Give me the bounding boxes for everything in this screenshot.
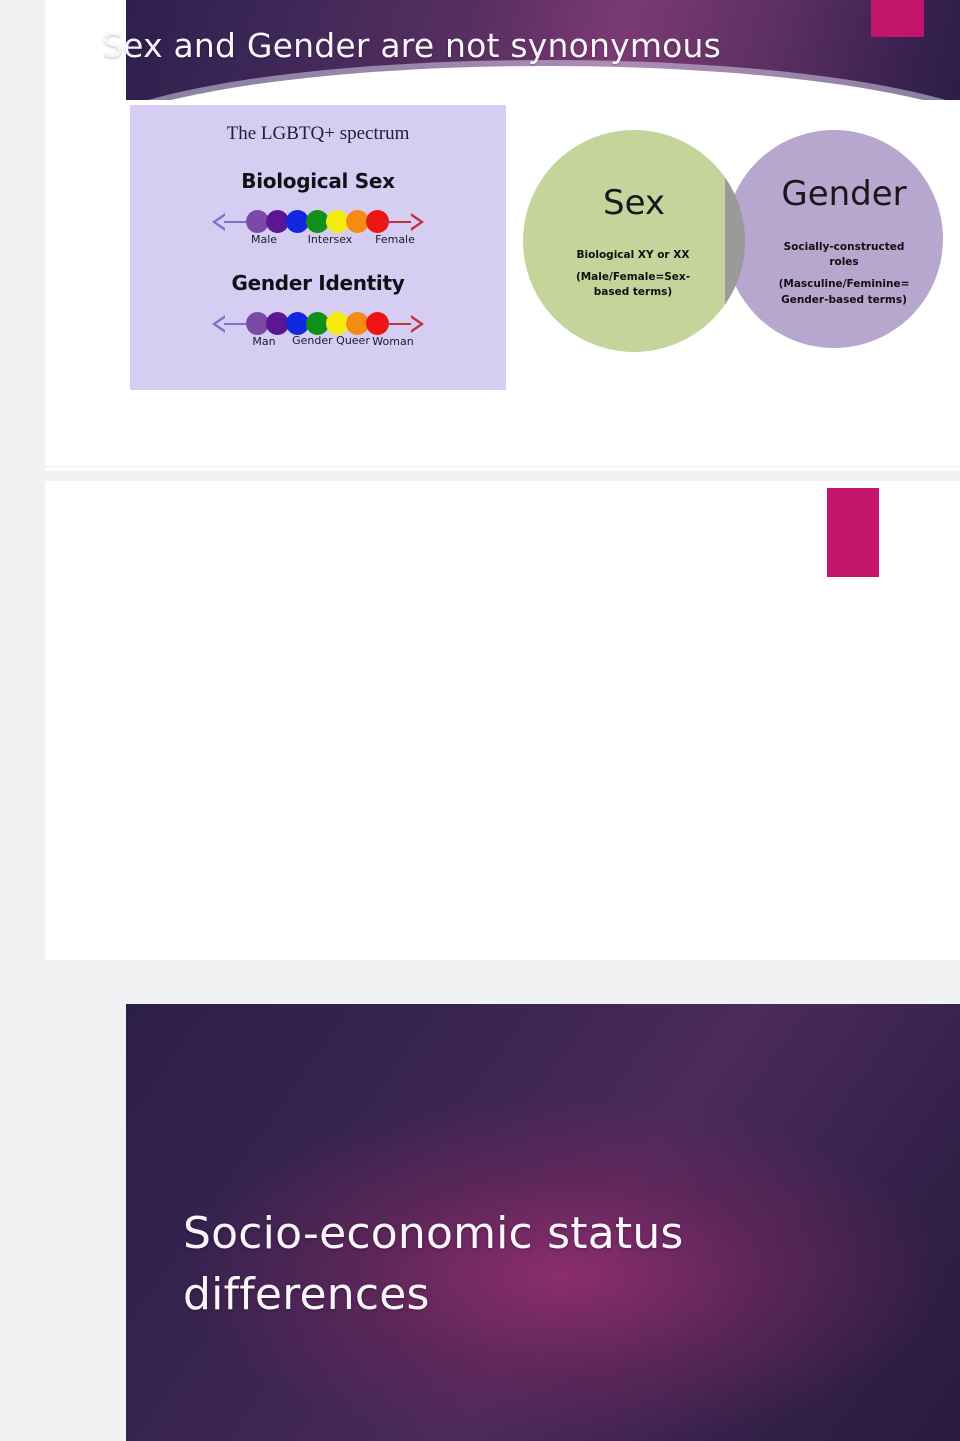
spectrum-tail-right [384,221,412,223]
gender-identity-spectrum-row [130,311,506,337]
venn-description-gender: Socially-constructed roles (Masculine/Fe… [751,240,937,308]
gender-identity-dots [246,311,390,337]
slide-deck-page: Sex and Gender are not synonymous The LG… [45,0,960,1441]
venn-sex-line-1: Biological XY or XX [576,249,690,261]
slide-card-1[interactable]: Sex and Gender are not synonymous The LG… [45,0,960,466]
gender-identity-heading: Gender Identity [231,271,405,295]
spectrum-label-woman: Woman [372,335,414,348]
slide-1-accent-rectangle [871,0,924,37]
spectrum-tail-left [224,221,252,223]
spectrum-dot [326,210,349,233]
left-arrow-icon [212,213,225,231]
lgbtq-spectrum-panel: The LGBTQ+ spectrum Biological Sex [130,105,506,390]
spectrum-tail-right [384,323,412,325]
venn-gender-line-2: roles [829,256,859,269]
venn-label-sex: Sex [602,183,666,223]
spectrum-label-gender-queer: Gender Queer [292,334,370,347]
spectrum-dot [266,210,289,233]
biological-sex-dots [246,209,390,235]
venn-gender-line-4: Gender-based terms) [781,293,907,306]
spectrum-dot [366,312,389,335]
spectrum-dot [246,312,269,335]
spectrum-label-male: Male [250,233,278,246]
spectrum-dot [326,312,349,335]
slide-divider [45,466,960,481]
biological-sex-heading: Biological Sex [241,169,395,193]
venn-description-sex: Biological XY or XX (Male/Female=Sex- ba… [553,248,713,301]
sex-gender-venn-diagram: Sex Gender Biological XY or XX (Male/Fem… [511,108,960,390]
venn-circle-gender [725,130,943,348]
venn-sex-line-3: based terms) [593,286,673,299]
right-arrow-icon [411,315,424,333]
spectrum-label-man: Man [252,335,276,348]
spectrum-dot [346,312,369,335]
left-arrow-icon [212,315,225,333]
spectrum-dot [266,312,289,335]
slide-2-banner: Socio-economic status differences [126,1004,960,1441]
right-arrow-icon [411,213,424,231]
spectrum-dot [346,210,369,233]
slide-2-title: Socio-economic status differences [183,1208,684,1320]
spectrum-label-female: Female [375,233,415,246]
spectrum-dot [286,210,309,233]
spectrum-tail-left [224,323,252,325]
slide-2-accent-rectangle [827,488,879,577]
spectrum-dot [286,312,309,335]
spectrum-dot [306,210,329,233]
spectrum-dot [306,312,329,335]
venn-gender-line-3: (Masculine/Feminine= [778,278,910,291]
venn-sex-line-2: (Male/Female=Sex- [575,271,691,284]
spectrum-dot [246,210,269,233]
venn-label-gender: Gender [781,174,907,214]
venn-gender-line-1: Socially-constructed [783,241,905,253]
slide-1-banner [126,0,960,100]
venn-overlap-region [725,130,745,352]
slide-1-title: Sex and Gender are not synonymous [102,26,722,65]
slide-card-2[interactable]: Socio-economic status differences [45,481,960,1441]
venn-circle-sex [523,130,745,352]
spectrum-heading: The LGBTQ+ spectrum [226,123,410,144]
spectrum-label-intersex: Intersex [307,233,353,246]
biological-sex-spectrum-row [130,209,506,235]
spectrum-dot [366,210,389,233]
